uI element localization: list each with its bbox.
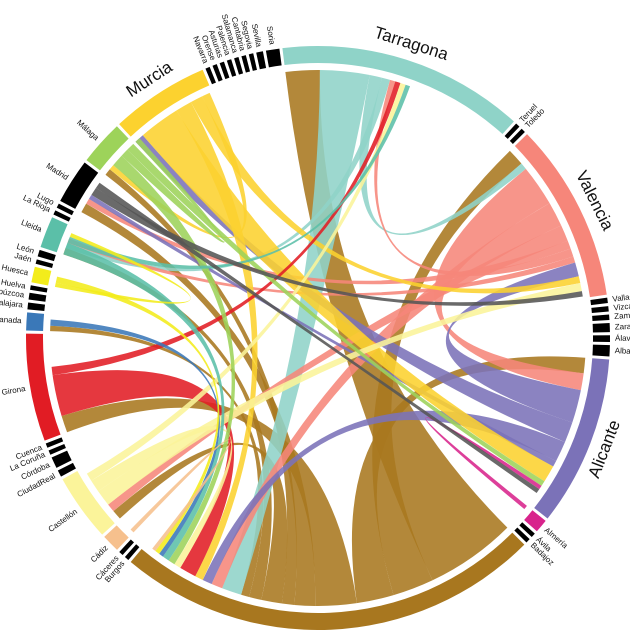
region-arc-cordoba	[51, 450, 72, 468]
chord-valencia-to-alicante	[434, 168, 584, 391]
region-arc-zaragoza	[592, 323, 610, 333]
chord-castellon-to-barcelona	[91, 426, 233, 568]
region-arc-badajoz	[514, 527, 530, 543]
region-arc-avila	[519, 522, 535, 537]
region-label-albacete: Albacete	[615, 346, 630, 356]
chord-murcia-to-alicante	[142, 110, 554, 482]
region-arc-jaen	[35, 259, 54, 269]
region-arc-girona	[25, 333, 61, 441]
region-label-castellon: Castellón	[47, 507, 79, 534]
region-arc-cantabria	[241, 55, 251, 73]
region-label-malaga: Málaga	[75, 118, 101, 143]
chord-tarragona-to-valencia	[359, 75, 526, 236]
chord-lleida-to-tarragona	[67, 84, 411, 269]
region-arc-barcelona	[130, 532, 525, 630]
chord-alicante-to-madrid	[88, 194, 557, 467]
region-label-zaragoza: Zaragoza	[615, 321, 630, 331]
region-arc-asturias	[219, 61, 230, 80]
region-arc-caceres	[119, 539, 135, 556]
region-arc-burgos	[124, 544, 140, 561]
region-arc-madrid	[60, 162, 99, 209]
region-arc-navarra	[205, 66, 216, 85]
region-arc-granada	[26, 312, 45, 331]
chord-madrid-to-alicante	[95, 182, 540, 494]
region-label-girona: Girona	[1, 384, 27, 397]
chord-valencia-to-tarragona	[374, 79, 574, 277]
chord-valencia-to-castellon	[108, 225, 568, 512]
region-label-huelva: Huelva	[0, 277, 27, 290]
region-label-granada: Granada	[0, 315, 22, 326]
region-arc-castellon	[62, 471, 115, 535]
region-arc-malaga	[86, 126, 129, 171]
region-arc-valencia	[514, 134, 607, 298]
region-arc-la-coruna	[48, 443, 66, 455]
region-label-huesca: Huesca	[1, 263, 30, 278]
region-arc-zamora	[592, 314, 610, 322]
region-arc-guadalajara	[27, 302, 46, 311]
region-label-lleida: Lleida	[20, 218, 44, 234]
region-label-vizcaya: Vizcaya	[613, 301, 630, 313]
chord-barcelona-to-valencia	[372, 150, 522, 596]
region-arc-tarragona	[282, 46, 514, 135]
region-arc-salamanca	[234, 57, 244, 75]
chord-barcelona-to-alicante	[351, 356, 586, 604]
region-arcs	[25, 46, 610, 630]
region-arc-cuenca	[45, 437, 64, 448]
region-label-valladolid: Valladolid	[612, 290, 630, 303]
region-arc-palencia	[226, 59, 237, 77]
region-arc-orense	[212, 64, 223, 82]
chord-girona-to-barcelona	[52, 370, 235, 577]
region-arc-la-rioja	[53, 210, 71, 222]
region-label-zamora: Zamora	[614, 310, 630, 321]
region-arc-toledo	[509, 128, 525, 144]
region-arc-sevilla	[256, 51, 267, 70]
region-arc-guipuzcoa	[28, 292, 47, 302]
region-arc-cadiz	[104, 525, 129, 550]
region-arc-valladolid	[590, 297, 608, 306]
region-arc-huelva	[30, 285, 48, 293]
region-arc-murcia	[119, 69, 210, 137]
region-arc-soria	[265, 48, 282, 68]
region-label-jaen: Jaén	[14, 251, 33, 264]
region-arc-almeria	[524, 510, 546, 532]
region-arc-lleida	[40, 217, 68, 253]
chord-valencia-to-barcelona	[211, 203, 562, 589]
chord-tarragona-to-lleida	[65, 77, 391, 272]
region-label-guadalajara: Guadalajara	[0, 296, 24, 310]
region-arc-ciudadreal	[57, 462, 76, 477]
region-arc-leon	[37, 249, 56, 262]
region-arc-huesca	[31, 266, 52, 286]
chord-barcelona-to-castellon	[113, 442, 288, 604]
region-arc-albacete	[592, 344, 610, 357]
chord-tarragona-to-barcelona	[222, 70, 370, 595]
region-arc-alicante	[534, 358, 610, 519]
region-label-madrid: Madrid	[45, 161, 70, 182]
region-arc-teruel	[504, 123, 520, 139]
chord-alicante-to-murcia	[135, 135, 573, 443]
region-arc-vizcaya	[591, 306, 609, 314]
region-arc-lugo	[56, 203, 74, 216]
chord-murcia-to-barcelona	[176, 102, 258, 580]
chord-barcelona-to-madrid	[81, 203, 316, 606]
region-arc-alava	[592, 335, 610, 343]
region-arc-segovia	[248, 53, 257, 71]
chord-ribbons	[50, 70, 586, 606]
region-label-alava: Álava	[615, 334, 630, 343]
region-label-soria: Soria	[265, 25, 277, 45]
